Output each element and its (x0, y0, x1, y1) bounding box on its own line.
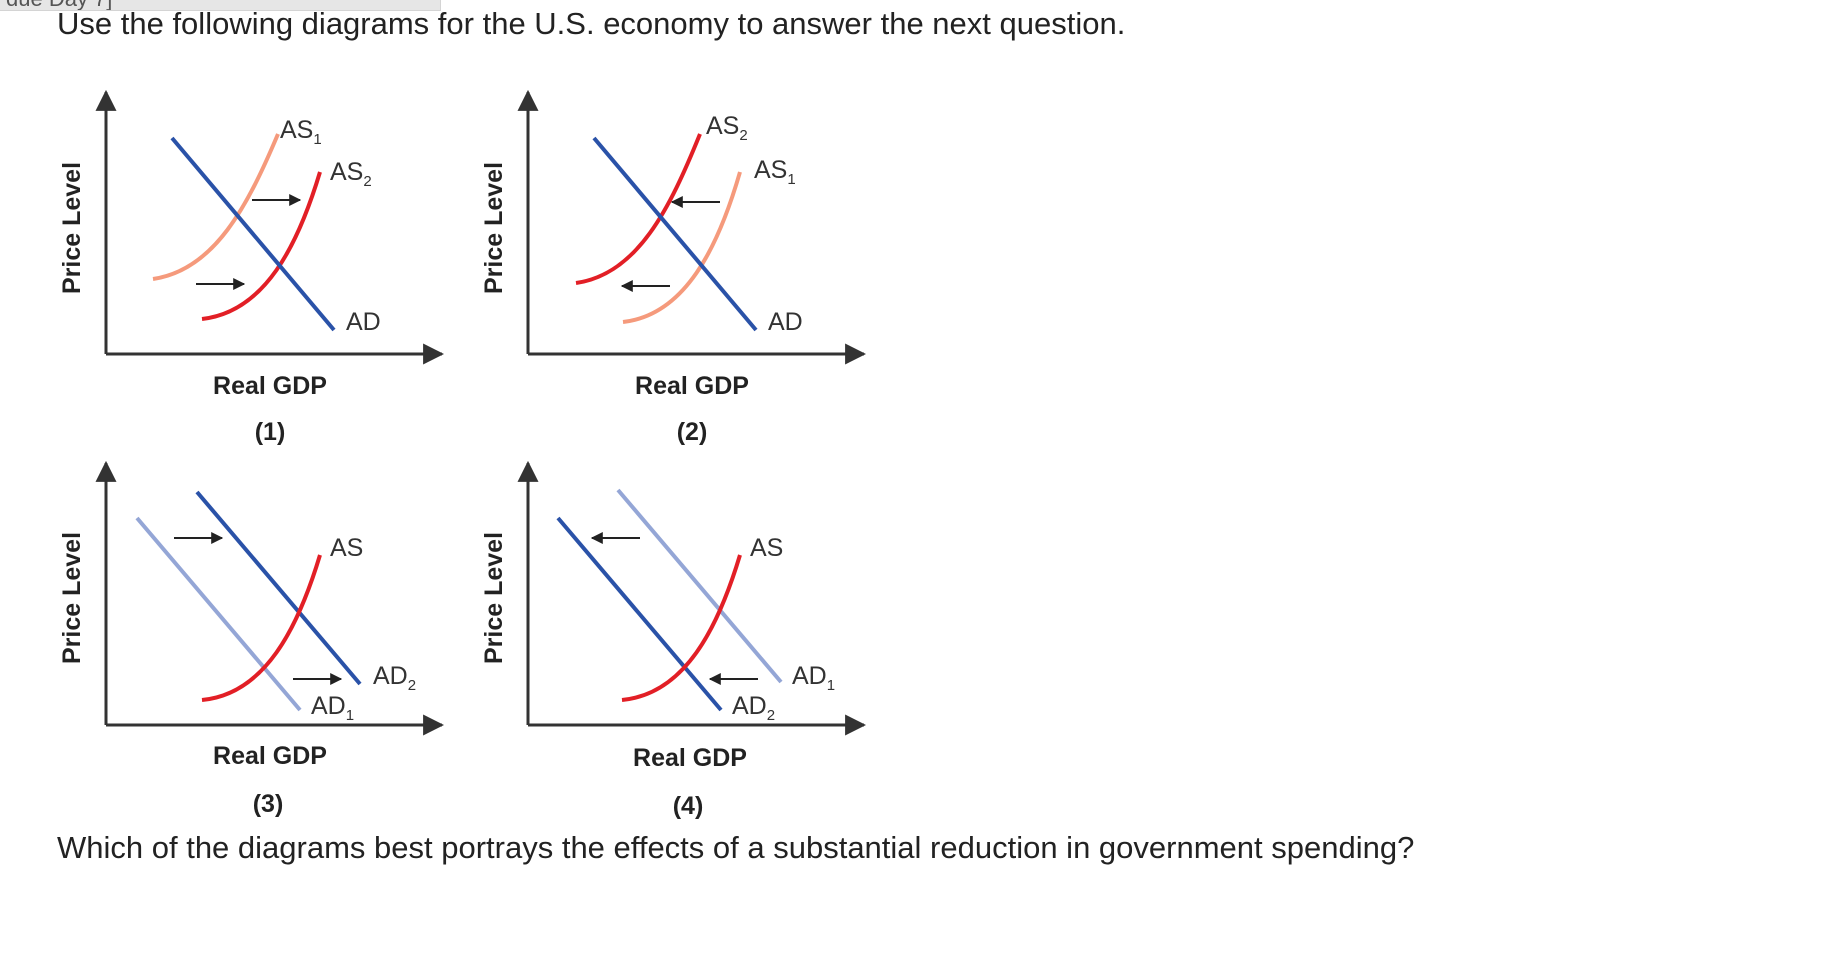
diagram-2-as2-curve (575, 133, 702, 285)
diagram-1: Price Level Real GDP (1) AS1 AS2 AD (58, 89, 445, 446)
diagram-2-ad-curve (592, 136, 758, 332)
diagram-3-ad2-curve (195, 490, 362, 686)
diagram-3-xlabel: Real GDP (213, 742, 327, 770)
diagram-3-ylabel: Price Level (58, 532, 86, 664)
diagram-2-xlabel: Real GDP (635, 372, 749, 400)
diagram-1-ad-label: AD (346, 308, 381, 336)
diagram-2-number: (2) (677, 418, 708, 446)
diagram-4-xlabel: Real GDP (633, 744, 747, 772)
diagram-4-number: (4) (673, 792, 704, 820)
diagram-1-as1-label: AS1 (280, 116, 322, 148)
diagram-3-ad1-label: AD1 (311, 692, 354, 724)
question-text: Which of the diagrams best portrays the … (57, 830, 1415, 865)
diagram-1-as2-label: AS2 (330, 158, 372, 190)
diagram-3: Price Level Real GDP (3) AS AD2 AD1 (58, 460, 445, 818)
header-tab-label: due Day 7] (6, 0, 112, 10)
diagram-4-ad2-label: AD2 (732, 692, 775, 724)
diagram-2-ylabel: Price Level (480, 162, 508, 294)
diagram-4-as-label: AS (750, 534, 783, 562)
header-tab: due Day 7] (0, 0, 441, 11)
diagram-1-ad-curve (170, 136, 336, 332)
diagram-1-as1-curve (152, 133, 280, 281)
diagram-4-ylabel: Price Level (480, 532, 508, 664)
diagram-4-ad1-label: AD1 (792, 662, 835, 694)
diagram-3-ad2-label: AD2 (373, 662, 416, 694)
diagram-3-number: (3) (253, 790, 284, 818)
diagram-1-number: (1) (255, 418, 286, 446)
diagram-1-as2-curve (201, 171, 322, 321)
diagram-2-as1-curve (622, 171, 742, 324)
diagram-1-ylabel: Price Level (58, 162, 86, 294)
diagram-3-ad1-curve (135, 516, 302, 712)
diagram-1-xlabel: Real GDP (213, 372, 327, 400)
diagram-4: Price Level Real GDP (4) AS AD1 AD2 (480, 460, 867, 820)
diagram-4-ad2-curve (556, 516, 723, 712)
intro-text: Use the following diagrams for the U.S. … (57, 6, 1126, 41)
diagram-4-as-curve (621, 554, 742, 702)
diagram-3-as-label: AS (330, 534, 363, 562)
diagram-2: Price Level Real GDP (2) AS2 AS1 AD (480, 89, 867, 446)
diagram-2-as1-label: AS1 (754, 156, 796, 188)
diagram-2-ad-label: AD (768, 308, 803, 336)
diagram-4-ad1-curve (616, 488, 783, 684)
diagram-3-as-curve (201, 554, 322, 702)
diagram-2-as2-label: AS2 (706, 112, 748, 144)
